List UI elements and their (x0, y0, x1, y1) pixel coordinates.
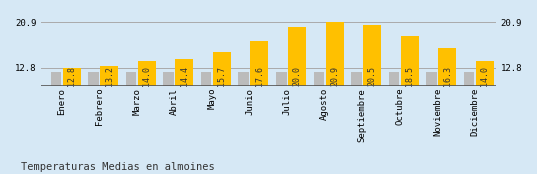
Bar (438, 48, 456, 86)
Text: 18.5: 18.5 (405, 66, 414, 86)
Bar (63, 68, 81, 86)
Bar (426, 72, 437, 86)
Bar (100, 66, 118, 86)
Bar (138, 61, 156, 86)
Bar (213, 52, 231, 86)
Bar (88, 72, 99, 86)
Bar (389, 72, 399, 86)
Text: 20.9: 20.9 (330, 66, 339, 86)
Text: 16.3: 16.3 (442, 66, 452, 86)
Text: 20.5: 20.5 (368, 66, 376, 86)
Text: 15.7: 15.7 (217, 66, 227, 86)
Bar (51, 72, 61, 86)
Bar (250, 41, 268, 86)
Bar (401, 36, 419, 86)
Text: 12.8: 12.8 (67, 66, 76, 86)
Text: Temperaturas Medias en almoines: Temperaturas Medias en almoines (21, 162, 215, 172)
Bar (276, 72, 287, 86)
Bar (351, 72, 361, 86)
Text: 14.0: 14.0 (142, 66, 151, 86)
Text: 13.2: 13.2 (105, 66, 114, 86)
Bar (363, 25, 381, 86)
Bar (314, 72, 324, 86)
Text: 14.4: 14.4 (180, 66, 189, 86)
Bar (325, 22, 344, 86)
Bar (476, 61, 494, 86)
Bar (238, 72, 249, 86)
Bar (126, 72, 136, 86)
Bar (288, 27, 306, 86)
Text: 17.6: 17.6 (255, 66, 264, 86)
Text: 20.0: 20.0 (293, 66, 302, 86)
Bar (464, 72, 474, 86)
Text: 14.0: 14.0 (480, 66, 489, 86)
Bar (176, 59, 193, 86)
Bar (201, 72, 212, 86)
Bar (163, 72, 174, 86)
